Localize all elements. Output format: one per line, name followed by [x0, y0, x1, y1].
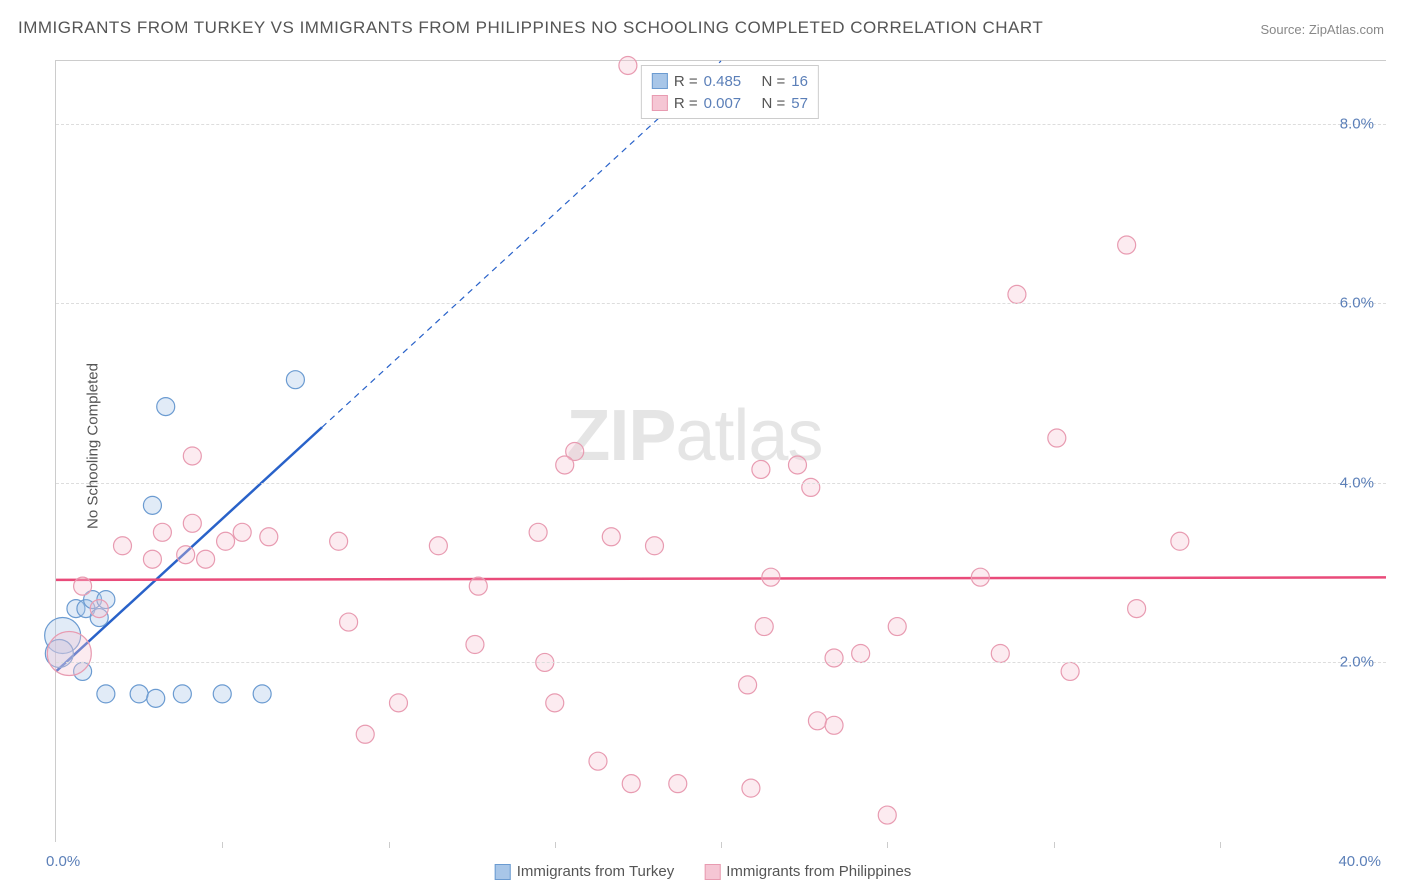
n-label: N = — [762, 95, 786, 112]
legend-label: Immigrants from Turkey — [517, 863, 675, 880]
legend-swatch — [652, 73, 668, 89]
legend-swatch — [652, 95, 668, 111]
x-tick — [222, 842, 223, 848]
correlation-legend-row: R = 0.007 N = 57 — [652, 92, 808, 114]
y-tick-label: 6.0% — [1340, 295, 1374, 312]
chart-title: IMMIGRANTS FROM TURKEY VS IMMIGRANTS FRO… — [18, 18, 1043, 38]
x-tick — [555, 842, 556, 848]
source-attribution: Source: ZipAtlas.com — [1260, 22, 1384, 37]
legend-label: Immigrants from Philippines — [726, 863, 911, 880]
x-tick — [389, 842, 390, 848]
n-value: 57 — [791, 95, 808, 112]
r-value: 0.007 — [704, 95, 742, 112]
x-tick — [1054, 842, 1055, 848]
series-legend: Immigrants from Turkey Immigrants from Ph… — [495, 863, 912, 880]
n-value: 16 — [791, 73, 808, 90]
x-axis-origin-label: 0.0% — [46, 853, 80, 870]
legend-item: Immigrants from Philippines — [704, 863, 911, 880]
x-tick — [1220, 842, 1221, 848]
chart-plot-area: ZIPatlas R = 0.485 N = 16R = 0.007 N = 5… — [55, 60, 1386, 842]
legend-item: Immigrants from Turkey — [495, 863, 675, 880]
legend-swatch — [704, 864, 720, 880]
x-tick — [721, 842, 722, 848]
y-tick-label: 8.0% — [1340, 115, 1374, 132]
gridline-h — [56, 662, 1386, 663]
gridline-h — [56, 303, 1386, 304]
gridline-h — [56, 124, 1386, 125]
r-label: R = — [674, 95, 698, 112]
y-tick-label: 2.0% — [1340, 654, 1374, 671]
x-axis-max-label: 40.0% — [1338, 853, 1381, 870]
correlation-legend: R = 0.485 N = 16R = 0.007 N = 57 — [641, 65, 819, 119]
gridline-h — [56, 483, 1386, 484]
legend-swatch — [495, 864, 511, 880]
scatter-svg — [56, 61, 1386, 842]
correlation-legend-row: R = 0.485 N = 16 — [652, 70, 808, 92]
n-label: N = — [762, 73, 786, 90]
r-label: R = — [674, 73, 698, 90]
r-value: 0.485 — [704, 73, 742, 90]
y-tick-label: 4.0% — [1340, 474, 1374, 491]
x-tick — [887, 842, 888, 848]
